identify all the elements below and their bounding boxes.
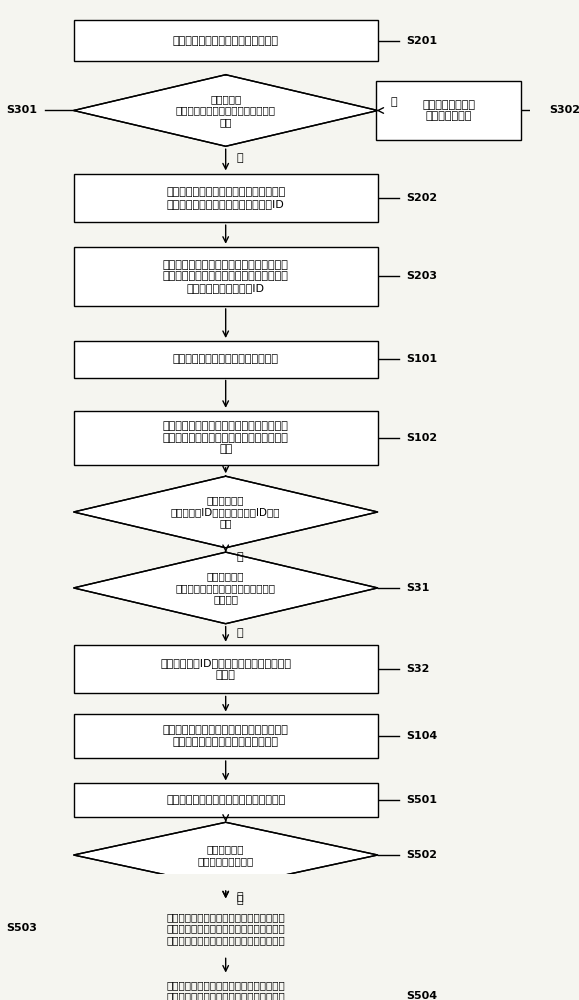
Polygon shape	[74, 75, 378, 146]
Text: S101: S101	[406, 354, 438, 364]
FancyBboxPatch shape	[74, 341, 378, 378]
Text: S503: S503	[6, 923, 37, 933]
Text: 当表计接收到广播控制码与所述命令信息的
广播控制码相同的命令信息时，再次发送自
身的地址信息至所述掌机: 当表计接收到广播控制码与所述命令信息的 广播控制码相同的命令信息时，再次发送自 …	[166, 980, 285, 1000]
Text: 判断第二信
道中是否存在其他掌机的前导码序列
信息: 判断第二信 道中是否存在其他掌机的前导码序列 信息	[175, 94, 276, 127]
Text: S504: S504	[406, 991, 438, 1000]
Text: 判断表计是否
接收到所述确认信息: 判断表计是否 接收到所述确认信息	[197, 844, 254, 866]
FancyBboxPatch shape	[74, 783, 378, 817]
Text: 掌机显示不能发送
信息的提示信息: 掌机显示不能发送 信息的提示信息	[422, 100, 475, 121]
Text: S104: S104	[406, 731, 438, 741]
Text: S301: S301	[6, 105, 37, 115]
Text: S502: S502	[406, 850, 438, 860]
Text: 表计根据所述ID将自身的地址信息发送至所
述掌机: 表计根据所述ID将自身的地址信息发送至所 述掌机	[160, 658, 291, 680]
Text: 是: 是	[236, 552, 243, 562]
Text: 是: 是	[236, 895, 243, 905]
Text: 否: 否	[236, 153, 243, 163]
FancyBboxPatch shape	[74, 20, 378, 61]
Text: 是: 是	[236, 628, 243, 638]
Text: S201: S201	[406, 36, 438, 46]
Text: 若表计在所述第二信道监听到所述前导码序
列信息，则所述表计接收所述前导码序列信
息，并记录所述掌机的ID: 若表计在所述第二信道监听到所述前导码序 列信息，则所述表计接收所述前导码序列信 …	[163, 260, 288, 293]
Text: S501: S501	[406, 795, 438, 805]
Text: 根据预设的第一频率，获取第一信道: 根据预设的第一频率，获取第一信道	[173, 354, 278, 364]
Polygon shape	[74, 552, 378, 624]
Text: 若掌机接收所述地址信息时的信号强度大于
所述阈值，则掌机记录所述地址信息: 若掌机接收所述地址信息时的信号强度大于 所述阈值，则掌机记录所述地址信息	[163, 726, 288, 747]
FancyBboxPatch shape	[74, 247, 378, 306]
Polygon shape	[74, 822, 378, 888]
Text: S302: S302	[549, 105, 579, 115]
Polygon shape	[74, 476, 378, 548]
FancyBboxPatch shape	[74, 645, 378, 693]
FancyBboxPatch shape	[74, 411, 378, 465]
Text: S203: S203	[406, 271, 438, 281]
FancyBboxPatch shape	[376, 81, 521, 140]
Text: 判断命令信息
中的掌机的ID与记录的掌机的ID是否
一致: 判断命令信息 中的掌机的ID与记录的掌机的ID是否 一致	[171, 495, 280, 529]
Text: 判断表计接收
所述命令信息时的信号强度是否大于
所述阈值: 判断表计接收 所述命令信息时的信号强度是否大于 所述阈值	[175, 571, 276, 605]
Text: S31: S31	[406, 583, 430, 593]
FancyBboxPatch shape	[74, 975, 378, 1000]
Text: 根据预设的第二频率，获取第二信道: 根据预设的第二频率，获取第二信道	[173, 36, 278, 46]
FancyBboxPatch shape	[74, 174, 378, 222]
FancyBboxPatch shape	[74, 714, 378, 758]
Text: 掌机向所述表计发送发现表计的确认信息: 掌机向所述表计发送发现表计的确认信息	[166, 795, 285, 805]
Text: S202: S202	[406, 193, 438, 203]
Text: 是: 是	[390, 97, 397, 107]
Text: 掌权通过所述第一信道向表计发送发现表计
的命令信息，所述命令信息包括信号强度的
阈值: 掌权通过所述第一信道向表计发送发现表计 的命令信息，所述命令信息包括信号强度的 …	[163, 421, 288, 454]
Text: 否: 否	[236, 892, 243, 902]
Text: S32: S32	[406, 664, 430, 674]
Text: 掌机通过所述第二信道发送前导码序列信
息，所述前导码序列信息包括掌机的ID: 掌机通过所述第二信道发送前导码序列信 息，所述前导码序列信息包括掌机的ID	[166, 187, 285, 209]
Text: S102: S102	[406, 433, 438, 443]
FancyBboxPatch shape	[74, 901, 378, 955]
Text: 在预设的时间内，当表计接收到广播控制码
与所述命令信息的广播控制码相同的命令信
息时，不再发送自身的地址信息至所述掌机: 在预设的时间内，当表计接收到广播控制码 与所述命令信息的广播控制码相同的命令信 …	[166, 912, 285, 945]
